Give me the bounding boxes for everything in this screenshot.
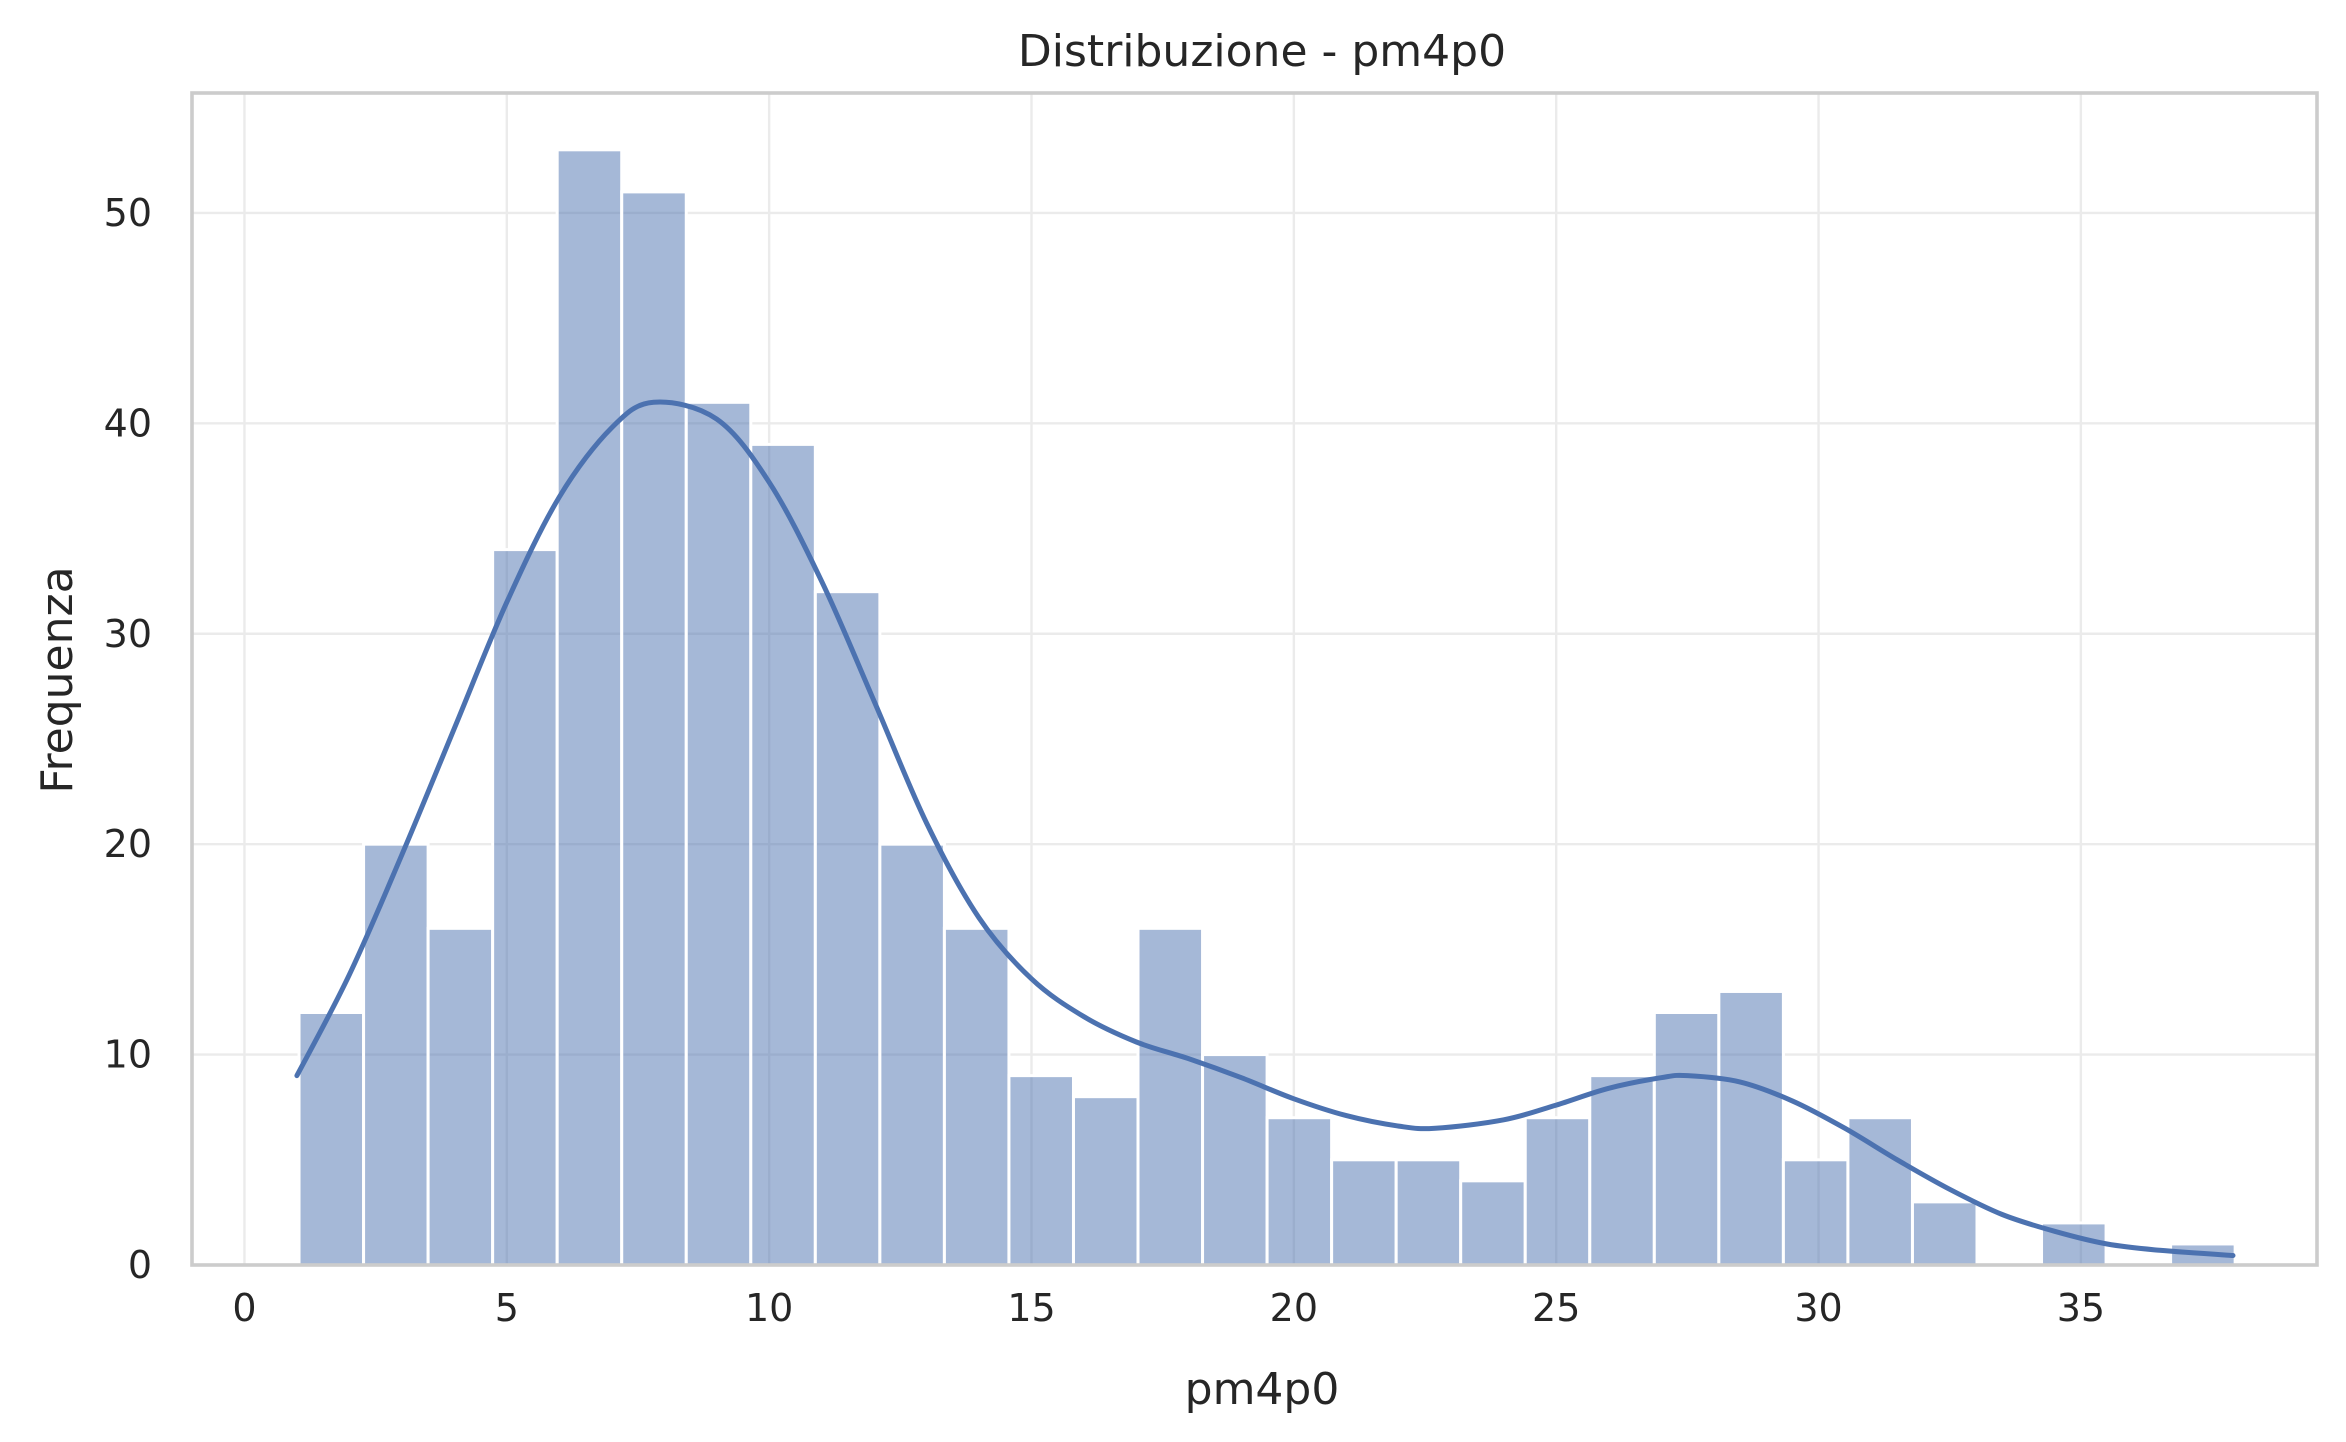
x-tick-label: 30 xyxy=(1794,1286,1842,1330)
histogram-bar xyxy=(1071,1095,1140,1267)
chart-title: Distribuzione - pm4p0 xyxy=(1018,26,1506,77)
histogram-bar xyxy=(942,926,1011,1267)
x-axis-ticks: 0 5 10 15 20 25 30 35 xyxy=(232,1286,2105,1330)
y-tick-label: 20 xyxy=(104,822,152,866)
y-tick-label: 30 xyxy=(104,612,152,656)
x-tick-label: 15 xyxy=(1007,1286,1055,1330)
histogram-bar xyxy=(1652,1011,1721,1267)
x-tick-label: 5 xyxy=(495,1286,519,1330)
x-tick-label: 0 xyxy=(232,1286,256,1330)
y-axis-label: Frequenza xyxy=(32,566,83,793)
y-axis-ticks: 0 10 20 30 40 50 xyxy=(104,191,152,1287)
y-tick-label: 50 xyxy=(104,191,152,235)
histogram-bar xyxy=(1459,1179,1527,1267)
histogram-bar xyxy=(878,842,946,1267)
y-tick-label: 40 xyxy=(104,401,152,445)
histogram-bar xyxy=(684,400,753,1267)
y-tick-label: 0 xyxy=(128,1243,152,1287)
histogram-bar xyxy=(1394,1158,1463,1267)
histogram-bar xyxy=(1330,1158,1398,1267)
histogram-bar xyxy=(1781,1158,1850,1267)
x-tick-label: 25 xyxy=(1532,1286,1580,1330)
histogram-bar xyxy=(1717,989,1785,1267)
histogram-bar xyxy=(1523,1116,1592,1267)
histogram-bar xyxy=(426,926,495,1267)
histogram-bar xyxy=(749,442,817,1267)
histogram-bar xyxy=(1846,1116,1914,1267)
kde-curve xyxy=(294,399,2236,1258)
x-tick-label: 10 xyxy=(745,1286,793,1330)
histogram-bar xyxy=(620,190,688,1267)
histogram-bar xyxy=(1136,926,1205,1267)
plot-frame xyxy=(190,91,2319,1267)
x-tick-label: 35 xyxy=(2057,1286,2105,1330)
x-tick-label: 20 xyxy=(1270,1286,1318,1330)
histogram-bar xyxy=(1910,1200,1979,1267)
y-tick-label: 10 xyxy=(104,1033,152,1077)
histogram-bar xyxy=(1588,1074,1656,1267)
histogram-bar xyxy=(1007,1074,1075,1267)
x-axis-label: pm4p0 xyxy=(1185,1364,1340,1415)
histogram-bar xyxy=(555,148,624,1267)
histogram-bar xyxy=(362,842,430,1267)
histogram-bar xyxy=(1265,1116,1334,1267)
histogram-bar xyxy=(491,548,559,1267)
histogram-bars xyxy=(297,148,2237,1267)
